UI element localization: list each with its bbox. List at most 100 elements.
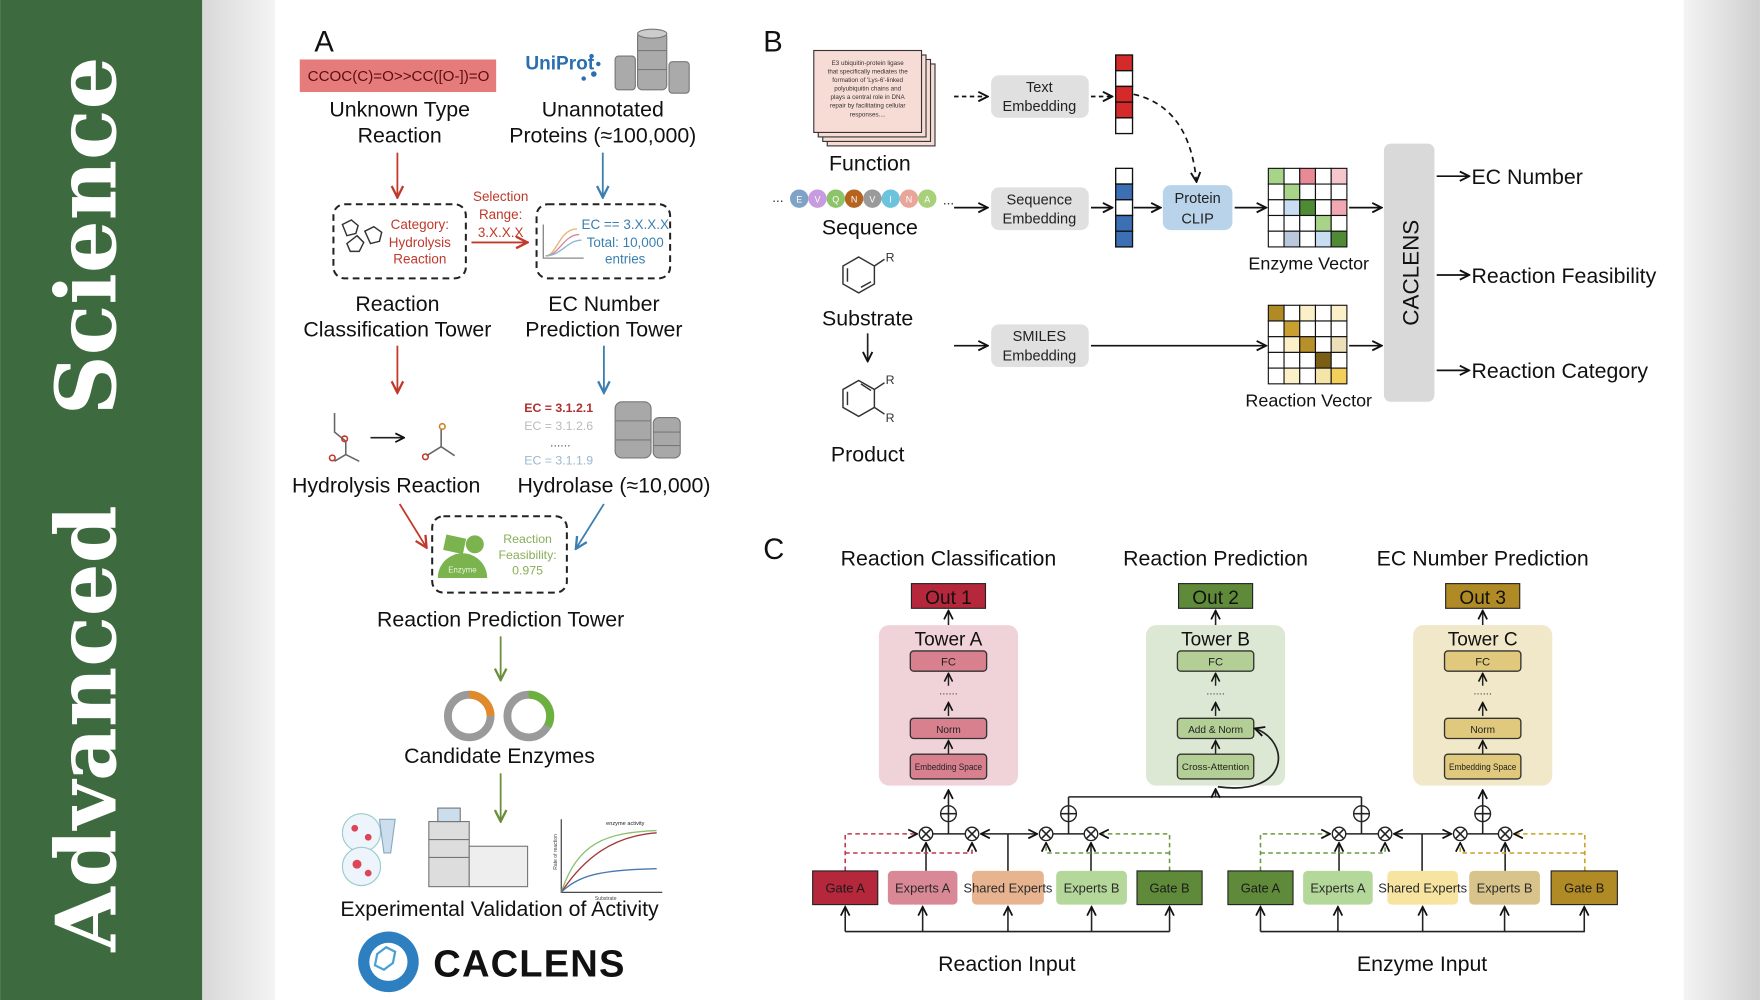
grid-cell	[1267, 199, 1285, 217]
grid-cell	[1283, 199, 1301, 217]
function-document-stack	[813, 49, 936, 147]
connector	[1041, 828, 1052, 839]
tower-title: Tower B	[1181, 629, 1250, 650]
layer-label: FC	[1208, 657, 1223, 669]
activity-chart-xlabel: Substrate	[595, 896, 617, 902]
connector	[1500, 828, 1511, 839]
hydrolysis-molecules	[328, 413, 456, 462]
grid-cell	[1299, 167, 1317, 185]
substrate-r-group: R	[886, 251, 895, 265]
grid-cell	[1267, 304, 1285, 322]
banner-advanced: Advanced	[38, 505, 136, 952]
grid-cell	[1283, 230, 1301, 248]
validation-label: Experimental Validation of Activity	[340, 897, 659, 921]
gate-connector	[1260, 843, 1385, 854]
dashed-arrow	[1133, 93, 1197, 182]
grid-cell	[1299, 320, 1317, 338]
connector	[1085, 828, 1097, 839]
expert-label: Experts A	[1310, 880, 1366, 895]
grid-cell	[1283, 183, 1301, 201]
grid-cell	[1314, 367, 1332, 385]
function-text-line: repair by facilitating cellular	[830, 103, 906, 110]
caclens-logo: CACLENS	[358, 931, 624, 993]
expert-modules: Gate A Experts A Shared Experts Experts B Ga…	[812, 870, 1618, 906]
function-text: E3 ubiquitin-protein ligase that specific…	[828, 60, 909, 118]
grid-cell	[1283, 214, 1301, 232]
grid-cell	[1314, 183, 1332, 201]
grid-cell	[1299, 183, 1317, 201]
grid-cell	[1314, 336, 1332, 353]
caclens-model-label: CACLENS	[1399, 220, 1424, 326]
feasibility-line2: Feasibility:	[498, 548, 556, 562]
ec-box-line1: EC == 3.X.X.X	[581, 217, 669, 232]
expert-box	[1056, 870, 1127, 905]
residue-bead	[918, 189, 937, 208]
grid-cell	[1314, 304, 1332, 322]
grid-cell	[1330, 183, 1348, 201]
unannotated-line2: Proteins (≈100,000)	[509, 124, 696, 148]
feasibility-value: 0.975	[512, 564, 543, 578]
grid-cell	[1330, 304, 1348, 322]
enzyme-activity-chart: enzyme activity Rate of reaction Substra…	[553, 819, 663, 902]
layer-box-norm	[909, 717, 988, 740]
vector-cell	[1115, 167, 1134, 185]
expert-box	[1387, 870, 1459, 905]
uniprot-text: UniProt	[525, 54, 594, 75]
vector-cell	[1115, 54, 1134, 72]
hydrolysis-label: Hydrolysis Reaction	[292, 474, 480, 498]
residue-bead	[789, 189, 809, 208]
ec-box-line2: Total: 10,000	[587, 235, 664, 250]
panel-c-label: C	[763, 534, 784, 566]
residue-letter: A	[924, 195, 930, 205]
layer-ellipsis: ......	[1473, 686, 1492, 698]
activity-chart-title: enzyme activity	[606, 821, 645, 827]
function-text-line: that specifically mediates the	[828, 69, 909, 76]
layer-label: Norm	[936, 725, 961, 736]
candidate-enzyme-icons	[443, 690, 555, 742]
grid-cell	[1314, 167, 1332, 185]
output-box	[1177, 583, 1254, 609]
residual-arrow	[1217, 728, 1280, 789]
layer-box-fc	[1443, 650, 1522, 672]
layer-label: Embedding Space	[1449, 762, 1516, 773]
connector	[1333, 828, 1345, 839]
ec-list-ellipsis: ......	[550, 436, 571, 450]
grid-cell	[1267, 230, 1285, 248]
output-reaction-category: Reaction Category	[1471, 359, 1648, 383]
expert-label: Experts A	[895, 880, 951, 895]
expert-box	[1136, 870, 1203, 906]
arrow	[398, 503, 427, 548]
layer-ellipsis: ......	[1206, 686, 1225, 698]
enzyme-input-label: Enzyme Input	[1357, 952, 1487, 976]
grid-cell	[1330, 367, 1348, 385]
category-box	[332, 203, 467, 280]
unknown-type-line1: Unknown Type	[329, 98, 470, 122]
unannotated-line1: Unannotated	[542, 98, 664, 122]
vector-cell	[1115, 85, 1134, 103]
ec-list-item-1: EC = 3.1.2.1	[524, 401, 593, 415]
sequence-embedding-line1: Sequence	[1007, 192, 1073, 208]
grid-cell	[1299, 199, 1317, 217]
output-label: Out 2	[1192, 588, 1239, 609]
output-box	[1445, 583, 1521, 609]
function-text-line: formation of 'Lys-6'-linked	[832, 77, 903, 84]
residue-bead	[863, 189, 882, 208]
residue-bead	[881, 189, 900, 208]
layer-label: Norm	[1470, 725, 1495, 736]
category-line2: Hydrolysis	[389, 235, 451, 250]
enzyme-label: Enzyme	[448, 565, 477, 574]
vector-cell	[1115, 214, 1134, 232]
vector-cell	[1115, 117, 1134, 135]
grid-cell	[1330, 230, 1348, 248]
vector-cell	[1115, 183, 1134, 201]
feasibility-box	[431, 515, 568, 594]
expert-box	[812, 870, 879, 906]
function-label: Function	[829, 152, 911, 176]
uniprot-logo: UniProt	[525, 54, 601, 81]
expert-label: Shared Experts	[964, 880, 1053, 895]
grid-cell	[1283, 320, 1301, 338]
enzyme-icon: Enzyme	[437, 534, 488, 579]
caclens-model-block	[1383, 143, 1435, 402]
gate-connector	[1259, 834, 1330, 871]
gate-connector	[1046, 843, 1170, 854]
